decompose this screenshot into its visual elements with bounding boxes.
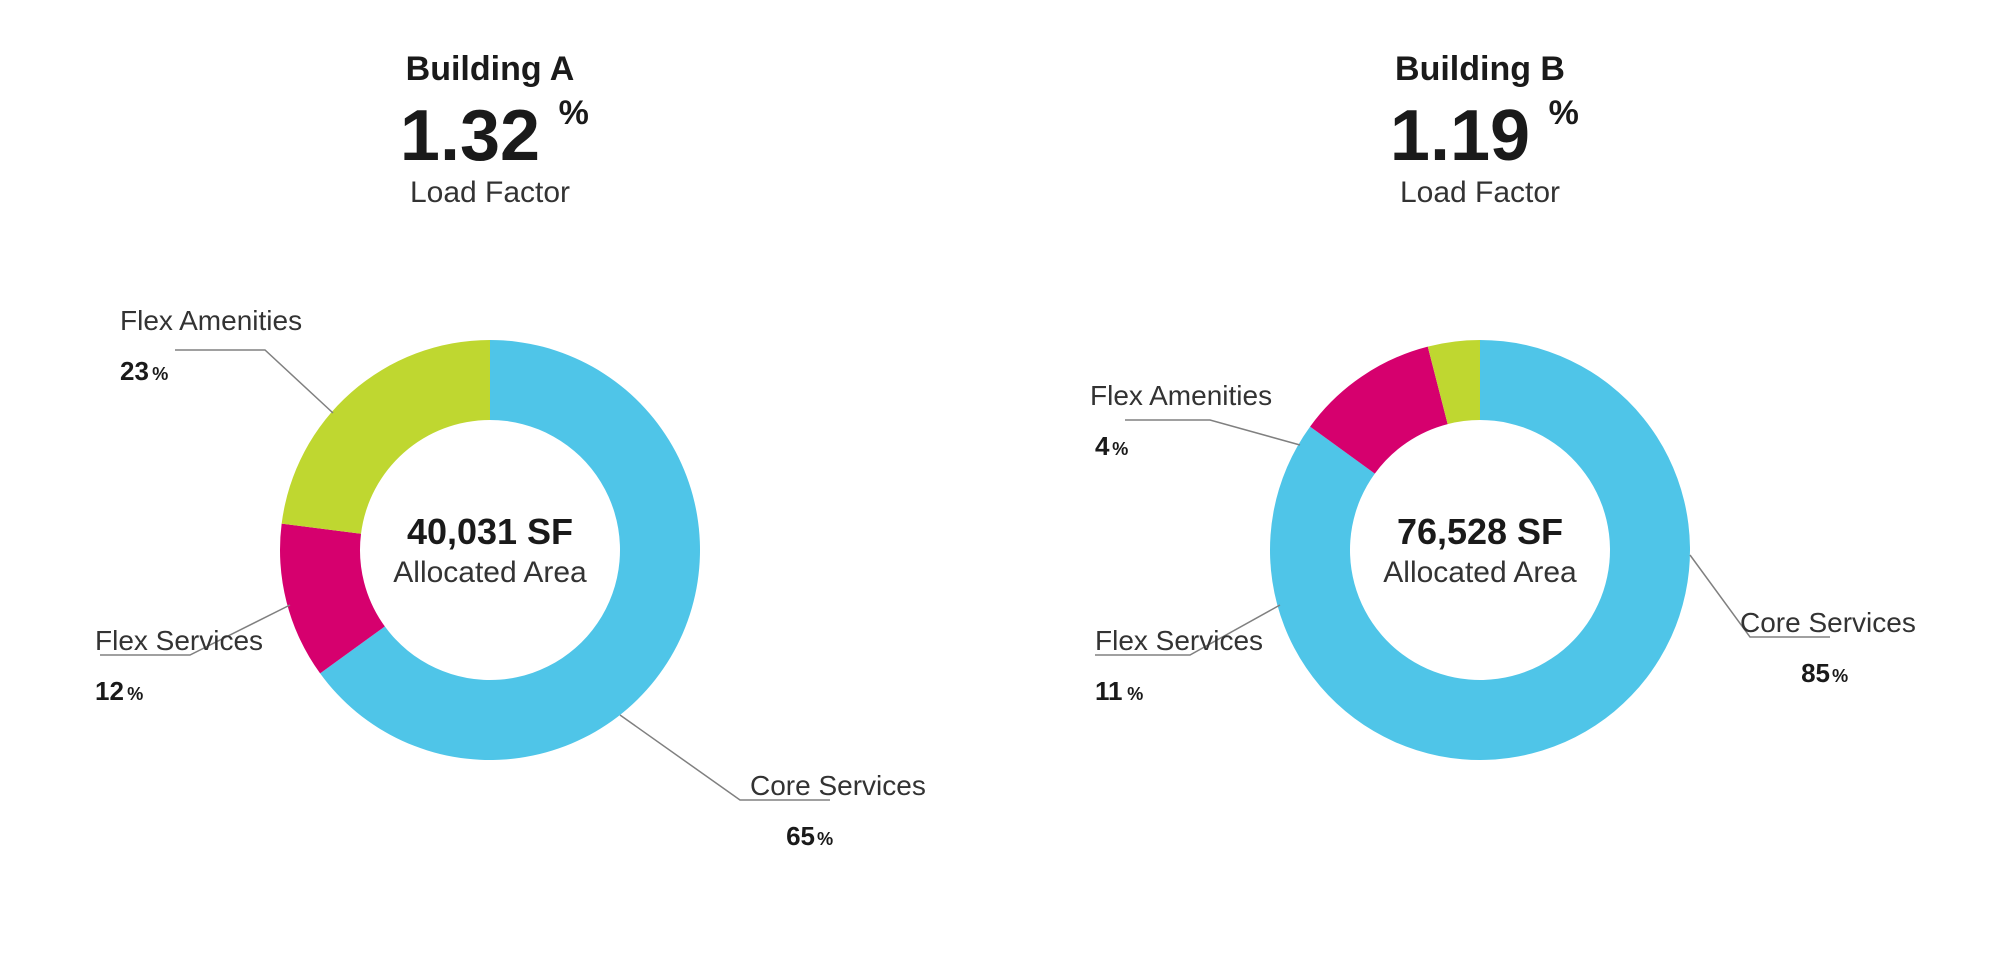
center-sublabel: Allocated Area bbox=[1383, 556, 1577, 589]
slice-percent-suffix: % bbox=[1127, 684, 1143, 704]
load-factor-value: 1.32 bbox=[400, 96, 540, 176]
slice-label: Core Services bbox=[1740, 607, 1916, 638]
building-title: Building A bbox=[406, 50, 575, 88]
center-value: 76,528 SF bbox=[1397, 511, 1563, 552]
percent-suffix: % bbox=[1549, 94, 1579, 132]
page-root: Building A 1.32% Load Factor 40,031 SF Alloc… bbox=[0, 0, 2000, 958]
slice-percent: 85 bbox=[1801, 658, 1830, 688]
building-b: Building B 1.19% Load Factor 76,528 SF Alloc… bbox=[1090, 50, 1916, 760]
slice-label: Flex Services bbox=[95, 625, 263, 656]
slice-label: Core Services bbox=[750, 770, 926, 801]
load-factor-value: 1.19 bbox=[1390, 96, 1530, 176]
slice-label: Flex Amenities bbox=[1090, 380, 1272, 411]
center-value: 40,031 SF bbox=[407, 511, 573, 552]
donut-slice-flex-amenities bbox=[282, 340, 490, 534]
load-factor-sublabel: Load Factor bbox=[1400, 176, 1560, 209]
slice-percent-suffix: % bbox=[1832, 666, 1848, 686]
percent-suffix: % bbox=[559, 94, 589, 132]
slice-percent-suffix: % bbox=[817, 829, 833, 849]
slice-percent-suffix: % bbox=[127, 684, 143, 704]
slice-label: Flex Amenities bbox=[120, 305, 302, 336]
slice-percent: 12 bbox=[95, 676, 124, 706]
chart-canvas: Building A 1.32% Load Factor 40,031 SF Alloc… bbox=[0, 0, 2000, 958]
load-factor-sublabel: Load Factor bbox=[410, 176, 570, 209]
center-sublabel: Allocated Area bbox=[393, 556, 587, 589]
leader-line bbox=[1125, 420, 1300, 445]
building-a: Building A 1.32% Load Factor 40,031 SF Alloc… bbox=[95, 50, 926, 851]
building-title: Building B bbox=[1395, 50, 1565, 88]
leader-line bbox=[175, 350, 333, 413]
slice-percent-suffix: % bbox=[152, 364, 168, 384]
slice-percent: 23 bbox=[120, 356, 149, 386]
slice-percent: 11 bbox=[1095, 676, 1123, 706]
slice-label: Flex Services bbox=[1095, 625, 1263, 656]
slice-percent: 4 bbox=[1095, 431, 1110, 461]
slice-percent-suffix: % bbox=[1112, 439, 1128, 459]
slice-percent: 65 bbox=[786, 821, 815, 851]
